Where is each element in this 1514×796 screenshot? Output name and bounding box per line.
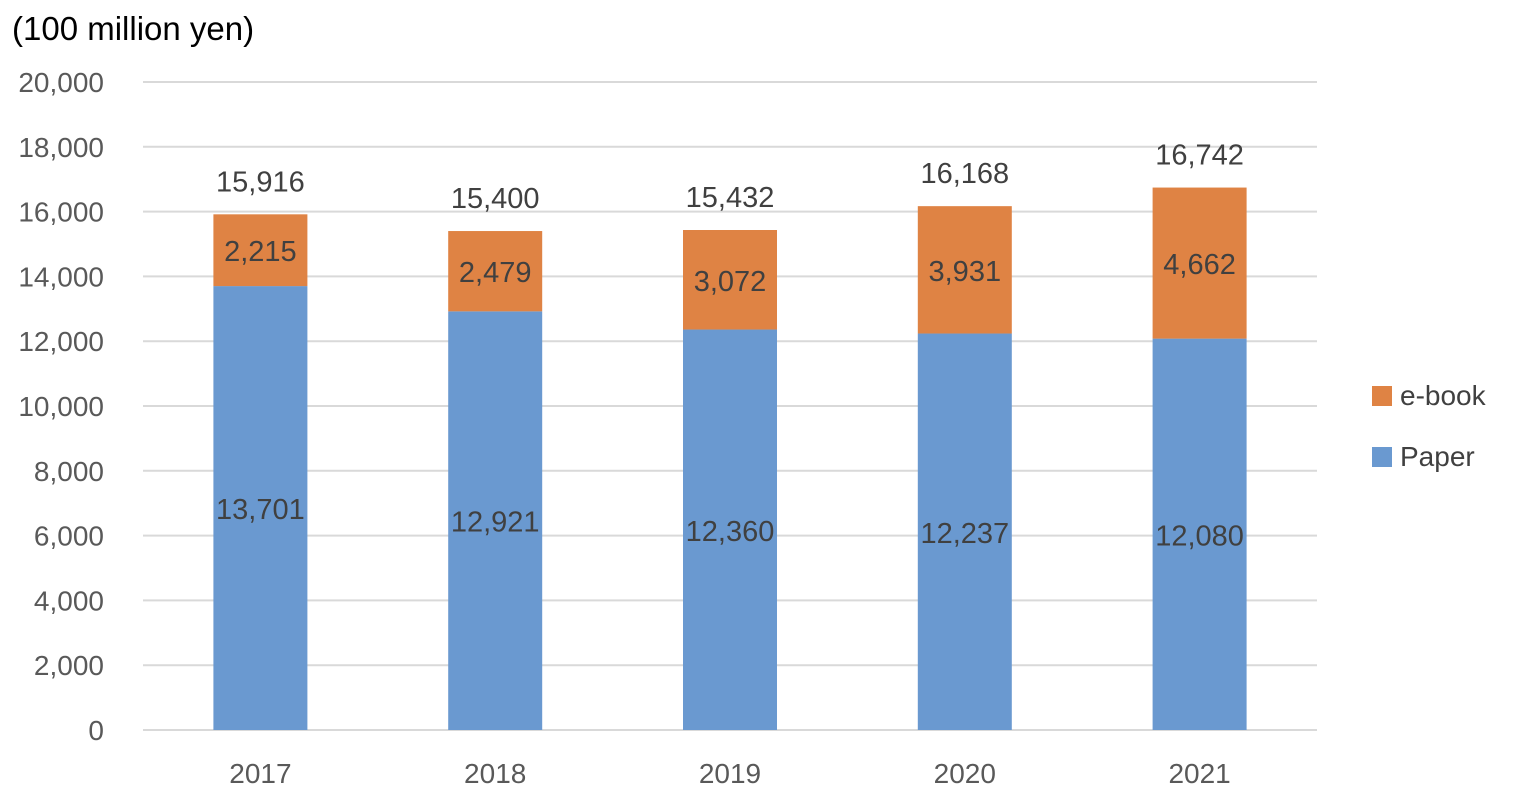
y-tick-label: 8,000 [34,456,104,487]
data-label-paper: 12,080 [1155,520,1244,552]
data-label-ebook: 2,479 [459,257,532,289]
y-tick-label: 6,000 [34,521,104,552]
y-tick-label: 0 [88,715,104,746]
legend: e-book Paper [1372,378,1512,500]
bar-segment-paper [448,311,543,730]
total-label: 16,168 [920,158,1009,190]
data-labels: 13,701 2,215 15,916 12,921 2,479 15,400 12,360… [216,140,1244,553]
bar-segment-paper [683,329,777,730]
y-tick-label: 10,000 [18,391,104,422]
y-tick-label: 2,000 [34,650,104,681]
x-tick-label: 2020 [934,758,996,789]
legend-item-ebook: e-book [1372,378,1512,414]
bars [213,187,1247,730]
x-tick-label: 2018 [464,758,526,789]
y-tick-label: 14,000 [18,261,104,292]
bar-segment-paper [917,333,1012,730]
data-label-paper: 12,237 [920,518,1009,550]
bar-segment-paper [1152,338,1247,730]
legend-item-paper: Paper [1372,439,1512,475]
bar-segment-ebook [213,214,308,287]
total-label: 16,742 [1155,140,1244,172]
total-label: 15,432 [686,182,775,214]
x-tick-label: 2017 [229,758,291,789]
legend-label-paper: Paper [1400,441,1475,472]
x-axis-ticks: 2017 2018 2019 2020 2021 [229,758,1230,789]
data-label-ebook: 4,662 [1163,249,1236,281]
x-tick-label: 2021 [1168,758,1230,789]
bar-segment-ebook [448,231,543,312]
y-tick-label: 18,000 [18,132,104,163]
y-tick-label: 4,000 [34,585,104,616]
data-label-ebook: 2,215 [224,236,297,268]
data-label-paper: 13,701 [216,494,305,526]
data-label-ebook: 3,931 [929,256,1002,288]
data-label-paper: 12,360 [686,516,775,548]
total-label: 15,400 [451,183,540,215]
bar-segment-ebook [1152,187,1247,339]
bar-segment-ebook [683,230,777,330]
total-label: 15,916 [216,166,305,198]
legend-swatch-ebook [1372,386,1392,406]
x-tick-label: 2019 [699,758,761,789]
bar-segment-paper [213,286,308,730]
bar-segment-ebook [917,206,1012,334]
y-tick-label: 20,000 [18,67,104,98]
legend-swatch-paper [1372,447,1392,467]
unit-label: (100 million yen) [12,10,255,47]
data-label-paper: 12,921 [451,507,540,539]
data-label-ebook: 3,072 [694,266,767,298]
y-tick-label: 12,000 [18,326,104,357]
legend-label-ebook: e-book [1400,380,1486,411]
y-axis-ticks: 0 2,000 4,000 6,000 8,000 10,000 12,000 14,000 1… [18,67,104,746]
y-tick-label: 16,000 [18,197,104,228]
